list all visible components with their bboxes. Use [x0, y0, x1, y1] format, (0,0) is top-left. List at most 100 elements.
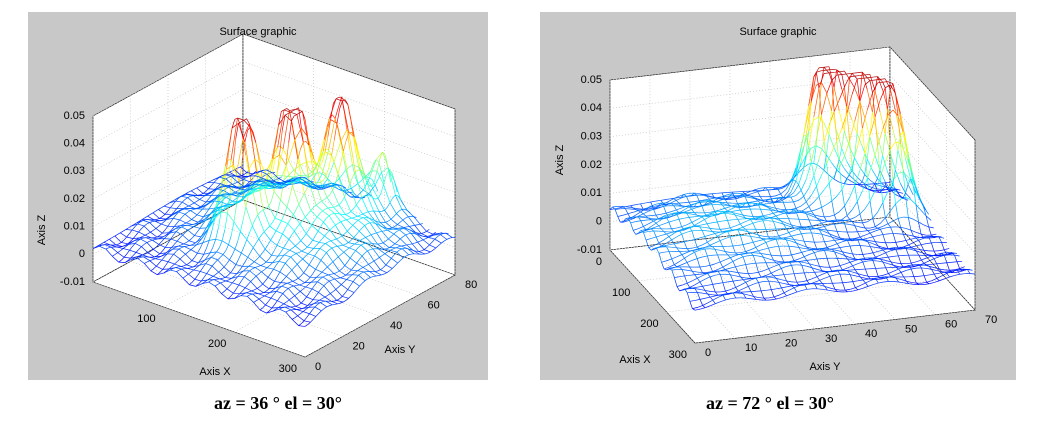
mesh-line	[186, 240, 190, 243]
mesh-line	[193, 267, 197, 271]
mesh-line	[164, 226, 169, 231]
mesh-line	[422, 238, 426, 241]
mesh-line	[209, 247, 214, 253]
mesh-line	[295, 278, 299, 281]
mesh-line	[303, 188, 308, 194]
mesh-line	[111, 246, 118, 253]
mesh-line	[345, 213, 349, 215]
mesh-line	[343, 279, 347, 283]
y-tick-label: 0	[705, 347, 711, 359]
mesh-line	[260, 292, 264, 294]
mesh-line	[299, 258, 303, 262]
mesh-line	[261, 231, 265, 236]
mesh-line	[339, 178, 343, 186]
mesh-line	[238, 252, 242, 260]
mesh-line	[306, 292, 310, 298]
mesh-line	[188, 219, 192, 222]
mesh-line	[169, 231, 177, 234]
mesh-line	[212, 274, 217, 277]
mesh-line	[156, 263, 160, 267]
mesh-line	[147, 252, 155, 258]
y-tick-label: 40	[865, 328, 877, 340]
mesh-line	[195, 283, 203, 287]
mesh-line	[279, 130, 283, 155]
mesh-line	[163, 232, 170, 238]
mesh-line	[300, 142, 304, 149]
mesh-line	[385, 238, 389, 242]
mesh-line	[286, 276, 293, 282]
mesh-line	[195, 238, 203, 244]
mesh-line	[143, 223, 147, 227]
mesh-line	[235, 284, 240, 290]
mesh-line	[202, 220, 206, 225]
mesh-line	[332, 303, 336, 306]
mesh-line	[283, 243, 287, 249]
mesh-line	[310, 151, 314, 163]
mesh-line	[256, 288, 264, 293]
mesh-line	[262, 280, 266, 285]
mesh-line	[297, 315, 305, 322]
mesh-line	[224, 277, 232, 279]
mesh-line	[281, 285, 289, 289]
mesh-line	[244, 142, 252, 184]
mesh-line	[155, 258, 162, 261]
mesh-line	[238, 121, 242, 124]
mesh-line	[212, 239, 216, 248]
mesh-line	[283, 247, 290, 251]
mesh-line	[265, 258, 270, 263]
mesh-line	[420, 223, 423, 225]
mesh-line	[162, 247, 166, 252]
mesh-line	[131, 226, 136, 231]
mesh-line	[164, 243, 169, 248]
mesh-line	[331, 139, 335, 156]
mesh-line	[179, 216, 183, 221]
mesh-line	[232, 138, 237, 166]
mesh-line	[180, 266, 188, 269]
mesh-line	[106, 238, 110, 242]
mesh-line	[160, 253, 168, 257]
mesh-line	[350, 237, 354, 241]
mesh-line	[328, 240, 332, 243]
mesh-line	[356, 285, 360, 290]
mesh-line	[170, 204, 174, 209]
mesh-line	[163, 204, 167, 207]
mesh-line	[352, 164, 356, 177]
mesh-line	[120, 230, 124, 234]
mesh-line	[331, 300, 338, 305]
mesh-line	[186, 264, 193, 268]
mesh-line	[178, 247, 182, 250]
mesh-line	[324, 136, 329, 152]
mesh-line	[170, 254, 174, 259]
mesh-line	[267, 240, 271, 246]
mesh-line	[320, 221, 324, 227]
mesh-line	[208, 280, 212, 283]
mesh-line	[330, 293, 338, 301]
mesh-line	[250, 247, 254, 253]
mesh-line	[314, 251, 318, 257]
mesh-line	[318, 292, 326, 298]
mesh-line	[133, 252, 137, 256]
mesh-line	[270, 159, 274, 172]
mesh-line	[296, 223, 301, 228]
mesh-line	[202, 191, 206, 194]
mesh-line	[213, 179, 217, 183]
mesh-line	[294, 159, 299, 173]
mesh-line	[262, 283, 270, 290]
mesh-line	[179, 234, 183, 239]
mesh-line	[153, 246, 157, 250]
mesh-line	[109, 238, 117, 246]
mesh-line	[187, 249, 192, 253]
mesh-line	[141, 246, 149, 254]
mesh-line	[364, 223, 368, 226]
mesh-line	[196, 199, 200, 202]
mesh-line	[257, 265, 261, 267]
mesh-line	[346, 247, 350, 251]
mesh-line	[203, 273, 207, 278]
mesh-line	[386, 202, 391, 208]
mesh-line	[446, 237, 450, 240]
mesh-line	[364, 250, 368, 254]
mesh-line	[330, 291, 334, 294]
mesh-line	[312, 316, 317, 320]
mesh-line	[264, 173, 268, 177]
